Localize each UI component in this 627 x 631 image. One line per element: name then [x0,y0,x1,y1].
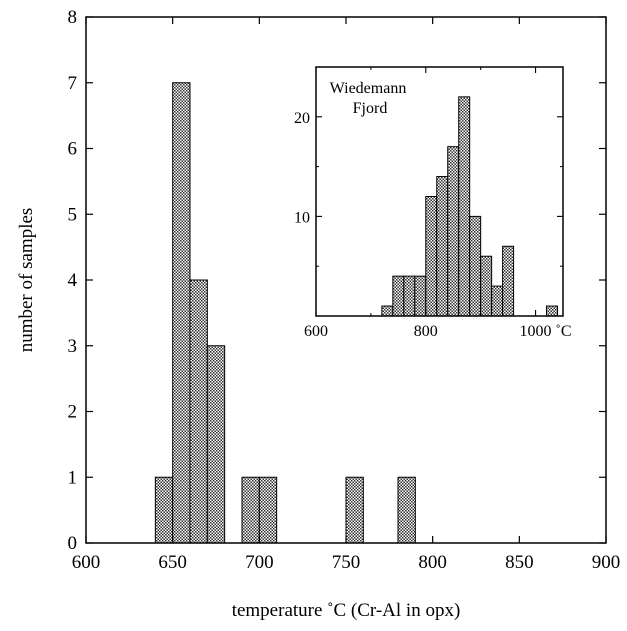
inset-bar [436,176,449,317]
inset-bar [425,195,438,317]
inset-bar [502,245,515,317]
main-bar [241,476,260,544]
x-tick-label: 850 [505,552,534,573]
main-bar [172,82,191,544]
x-tick-label: 600 [72,552,101,573]
main-plot-frame [85,16,607,544]
inset-y-tick-label: 20 [294,110,310,127]
y-tick-label: 7 [68,73,78,94]
y-tick-label: 5 [68,204,78,225]
main-bar [397,476,416,544]
x-axis-label: temperature ˚C (Cr-Al in opx) [232,600,461,621]
main-bar [189,279,208,544]
y-tick-label: 8 [68,7,78,28]
inset-x-tick-label: 600 [304,323,328,340]
x-tick-label: 750 [332,552,361,573]
inset-bar [458,96,471,317]
inset-bar [381,305,394,317]
inset-title-line-1: Wiedemann [330,80,407,97]
y-tick-label: 4 [68,270,78,291]
inset-title: Wiedemann Fjord [330,80,411,117]
main-y-tick-labels: 0 1 2 3 4 5 6 7 8 [68,7,78,554]
y-tick-label: 2 [68,402,78,423]
y-axis-label: number of samples [16,208,37,353]
main-bar [258,476,278,544]
inset-bar [469,215,482,317]
y-tick-label: 0 [68,533,78,554]
inset-bar [403,275,416,317]
inset-plot-frame [315,66,564,317]
inset-x-tick-label: 800 [414,323,438,340]
main-histogram: 600 650 700 750 800 850 900 0 1 2 3 4 5 6 7 8 temperat… [16,7,620,621]
x-tick-label: 700 [245,552,274,573]
inset-x-tick-label: 1000 ˚C [520,323,572,340]
inset-bar [546,305,559,317]
inset-bar [392,275,405,317]
main-bar [154,476,174,544]
y-tick-label: 6 [68,139,78,160]
inset-bar [480,255,493,317]
main-bar [206,345,226,544]
inset-title-line-2: Fjord [353,100,388,117]
x-tick-label: 800 [418,552,447,573]
inset-bar [447,146,460,317]
inset-bar [491,285,504,317]
inset-y-tick-labels: 10 20 [294,110,310,227]
y-tick-label: 1 [68,467,78,488]
main-x-tick-labels: 600 650 700 750 800 850 900 [72,552,621,573]
x-tick-label: 650 [158,552,187,573]
main-bars [154,82,416,544]
inset-bar [414,275,427,317]
main-bar [345,476,364,544]
y-tick-label: 3 [68,336,78,357]
x-tick-label: 900 [592,552,621,573]
inset-x-tick-labels: 600 800 1000 ˚C [304,323,572,340]
inset-y-tick-label: 10 [294,209,310,226]
inset-bars [381,96,559,317]
inset-histogram: 600 800 1000 ˚C 10 20 Wiedemann Fjord [294,66,572,340]
